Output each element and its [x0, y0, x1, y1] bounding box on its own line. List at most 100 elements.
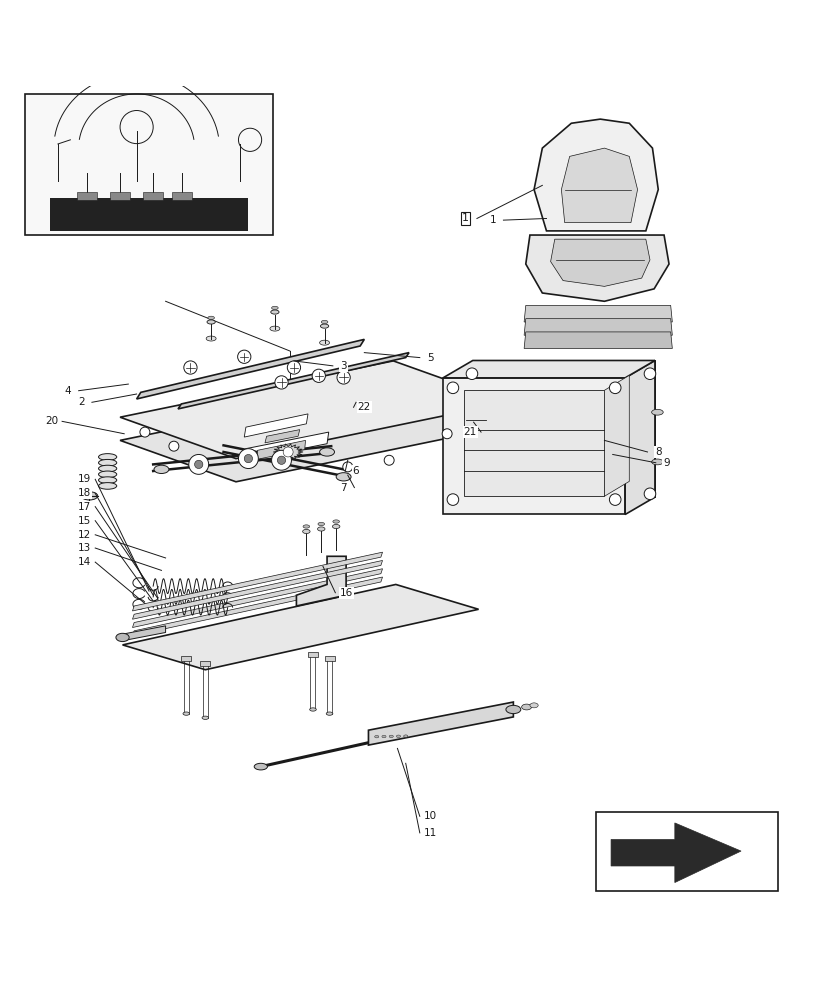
Polygon shape [595, 812, 777, 891]
Circle shape [447, 494, 458, 505]
Circle shape [312, 369, 325, 382]
Circle shape [609, 494, 620, 505]
Polygon shape [25, 94, 273, 235]
Bar [324, 656, 334, 661]
Ellipse shape [326, 712, 332, 715]
Circle shape [384, 455, 394, 465]
Polygon shape [120, 384, 509, 482]
Text: 8: 8 [654, 447, 661, 457]
Circle shape [337, 371, 350, 384]
Ellipse shape [206, 336, 216, 341]
Polygon shape [178, 353, 409, 409]
Polygon shape [265, 430, 299, 443]
Ellipse shape [529, 703, 538, 708]
Circle shape [643, 368, 655, 380]
Polygon shape [256, 440, 305, 459]
Circle shape [275, 376, 288, 389]
Text: 18: 18 [78, 488, 91, 498]
Polygon shape [122, 626, 165, 641]
Polygon shape [523, 332, 672, 348]
Text: 16: 16 [339, 588, 352, 598]
Circle shape [194, 460, 203, 469]
Ellipse shape [396, 735, 400, 738]
Circle shape [342, 462, 352, 472]
Polygon shape [550, 239, 649, 286]
Bar [181, 656, 191, 661]
Text: 22: 22 [357, 402, 370, 412]
Polygon shape [368, 702, 513, 745]
Circle shape [466, 368, 477, 380]
Ellipse shape [98, 454, 117, 460]
Text: 17: 17 [78, 502, 91, 512]
Ellipse shape [98, 483, 117, 489]
Circle shape [277, 456, 285, 464]
Ellipse shape [208, 316, 214, 319]
Ellipse shape [381, 735, 385, 738]
Circle shape [447, 382, 458, 394]
Polygon shape [132, 569, 382, 628]
Polygon shape [604, 375, 629, 496]
Ellipse shape [404, 735, 407, 737]
Polygon shape [50, 198, 248, 231]
Polygon shape [296, 556, 346, 606]
Circle shape [140, 427, 150, 437]
Circle shape [237, 350, 251, 363]
Ellipse shape [81, 492, 98, 500]
Ellipse shape [270, 310, 279, 314]
Ellipse shape [505, 705, 520, 714]
Circle shape [643, 488, 655, 500]
Ellipse shape [254, 763, 267, 770]
Ellipse shape [303, 529, 310, 534]
Text: 6: 6 [352, 466, 359, 476]
Polygon shape [523, 319, 672, 335]
Ellipse shape [116, 633, 129, 642]
Text: 14: 14 [78, 557, 91, 567]
Text: 12: 12 [78, 530, 91, 540]
Text: 5: 5 [427, 353, 433, 363]
Text: 13: 13 [78, 543, 91, 553]
Ellipse shape [98, 465, 117, 472]
Polygon shape [472, 360, 654, 497]
Ellipse shape [651, 459, 662, 465]
Ellipse shape [303, 525, 309, 528]
Circle shape [238, 449, 258, 469]
Polygon shape [273, 444, 303, 460]
Ellipse shape [318, 522, 324, 526]
Ellipse shape [332, 524, 340, 529]
Ellipse shape [318, 527, 325, 531]
Circle shape [169, 441, 179, 451]
Circle shape [184, 361, 197, 374]
Text: 21: 21 [463, 427, 476, 437]
Text: 9: 9 [662, 458, 669, 468]
Text: 1: 1 [461, 213, 468, 223]
Ellipse shape [465, 416, 486, 424]
Ellipse shape [374, 735, 379, 738]
Text: 11: 11 [423, 828, 437, 838]
Ellipse shape [320, 324, 328, 328]
Text: 1: 1 [489, 215, 495, 225]
Polygon shape [442, 378, 624, 514]
Text: 20: 20 [45, 416, 58, 426]
Ellipse shape [207, 320, 215, 324]
Ellipse shape [319, 340, 329, 345]
Ellipse shape [389, 735, 393, 738]
Ellipse shape [271, 306, 278, 310]
Circle shape [189, 454, 208, 474]
Polygon shape [525, 235, 668, 301]
Ellipse shape [319, 448, 334, 456]
Polygon shape [136, 339, 364, 399]
Text: 2: 2 [78, 397, 84, 407]
Ellipse shape [321, 320, 327, 324]
Polygon shape [244, 432, 328, 460]
Ellipse shape [332, 520, 339, 523]
Ellipse shape [336, 473, 351, 481]
Circle shape [271, 450, 291, 470]
Ellipse shape [98, 459, 117, 466]
Bar [200, 661, 210, 666]
Ellipse shape [309, 708, 316, 711]
Bar [308, 652, 318, 657]
Circle shape [244, 454, 252, 463]
Polygon shape [442, 360, 654, 378]
Circle shape [442, 429, 452, 439]
Polygon shape [624, 360, 654, 514]
